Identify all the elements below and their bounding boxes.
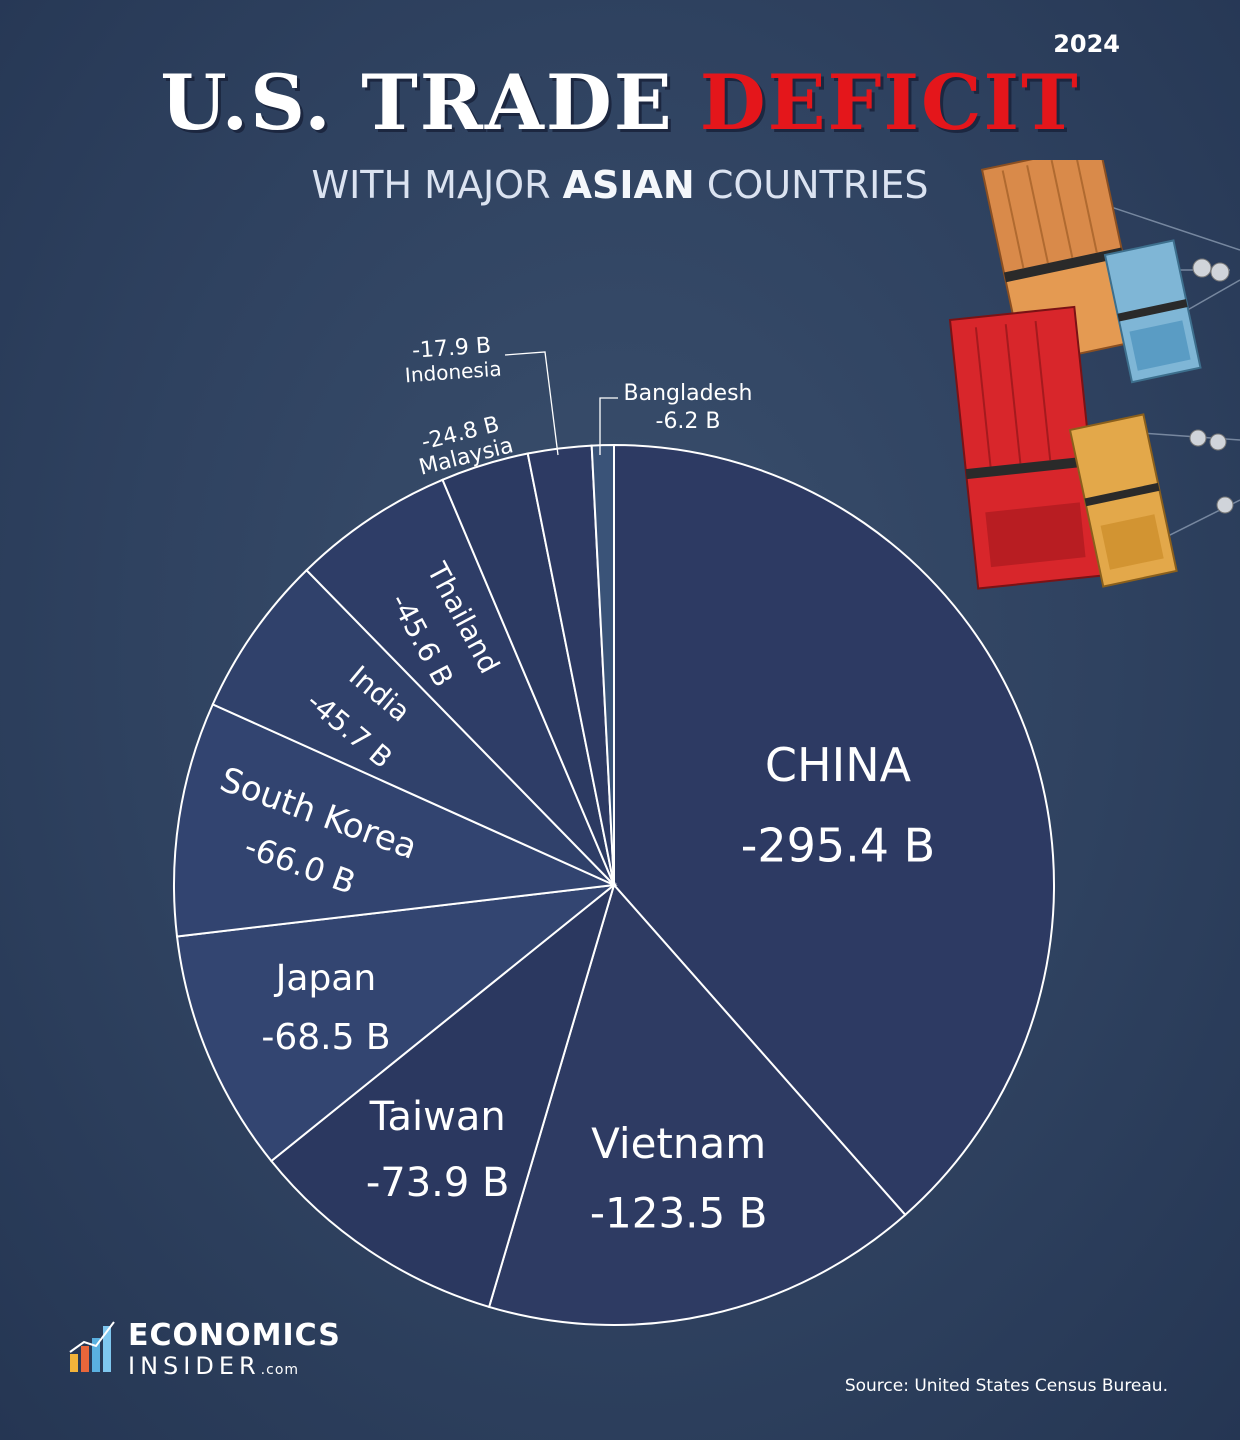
slice-value-label: -295.4 B [741,819,935,873]
economics-insider-logo: ECONOMICS INSIDER.com [68,1318,340,1380]
pie-slice-vietnam [487,882,907,1326]
page-subtitle: WITH MAJOR ASIAN COUNTRIES [0,163,1240,207]
slice-label-group: Japan -68.5 B [261,958,390,1058]
slice-name-label: Taiwan [369,1094,506,1140]
slice-value-label: -6.2 B [655,409,720,434]
pie-slice-bangladesh [590,443,615,886]
shipping-containers-illustration [948,160,1240,590]
slice-label-group: Taiwan -73.9 B [366,1094,510,1206]
slice-value-label: -68.5 B [261,1017,390,1058]
slice-name-label: Japan [274,958,376,999]
slice-name-label: CHINA [765,738,912,792]
slice-label-group: CHINA -295.4 B [741,738,935,873]
pie-slice-japan [175,883,618,1163]
page-title: U.S. TRADE DEFICIT [0,58,1240,147]
slice-value-label: -123.5 B [590,1189,768,1238]
subtitle-part-2: ASIAN [562,163,695,207]
pie-slice-china [613,443,1055,1217]
slice-value-label: -17.9 B [411,333,492,363]
pie-slice-thailand [305,478,615,886]
logo-text-insider-word: INSIDER [128,1352,261,1380]
subtitle-part-3: COUNTRIES [706,163,929,207]
pie-slice-india [211,568,615,886]
slice-name-label: Bangladesh [624,381,753,406]
slice-name-label: Vietnam [591,1119,766,1168]
logo-text-insider: INSIDER.com [128,1352,299,1380]
title-part-1: U.S. TRADE [160,58,674,147]
subtitle-part-1: WITH MAJOR [311,163,551,207]
pie-slice-south-korea [173,703,618,938]
pie-slice-taiwan [269,882,616,1309]
slice-value-label: -73.9 B [366,1160,510,1206]
slice-label-group: Vietnam -123.5 B [590,1119,768,1238]
leader-line [599,397,618,455]
year-label: 2024 [1053,30,1120,58]
leader-line [504,351,559,456]
slice-label-group: Bangladesh -6.2 B [624,381,753,434]
logo-text-economics: ECONOMICS [128,1318,341,1353]
bar-chart-logo-icon [69,1321,115,1372]
source-note: Source: United States Census Bureau. [844,1376,1168,1396]
title-part-2: DEFICIT [699,58,1080,147]
logo-text-com: .com [260,1362,300,1378]
